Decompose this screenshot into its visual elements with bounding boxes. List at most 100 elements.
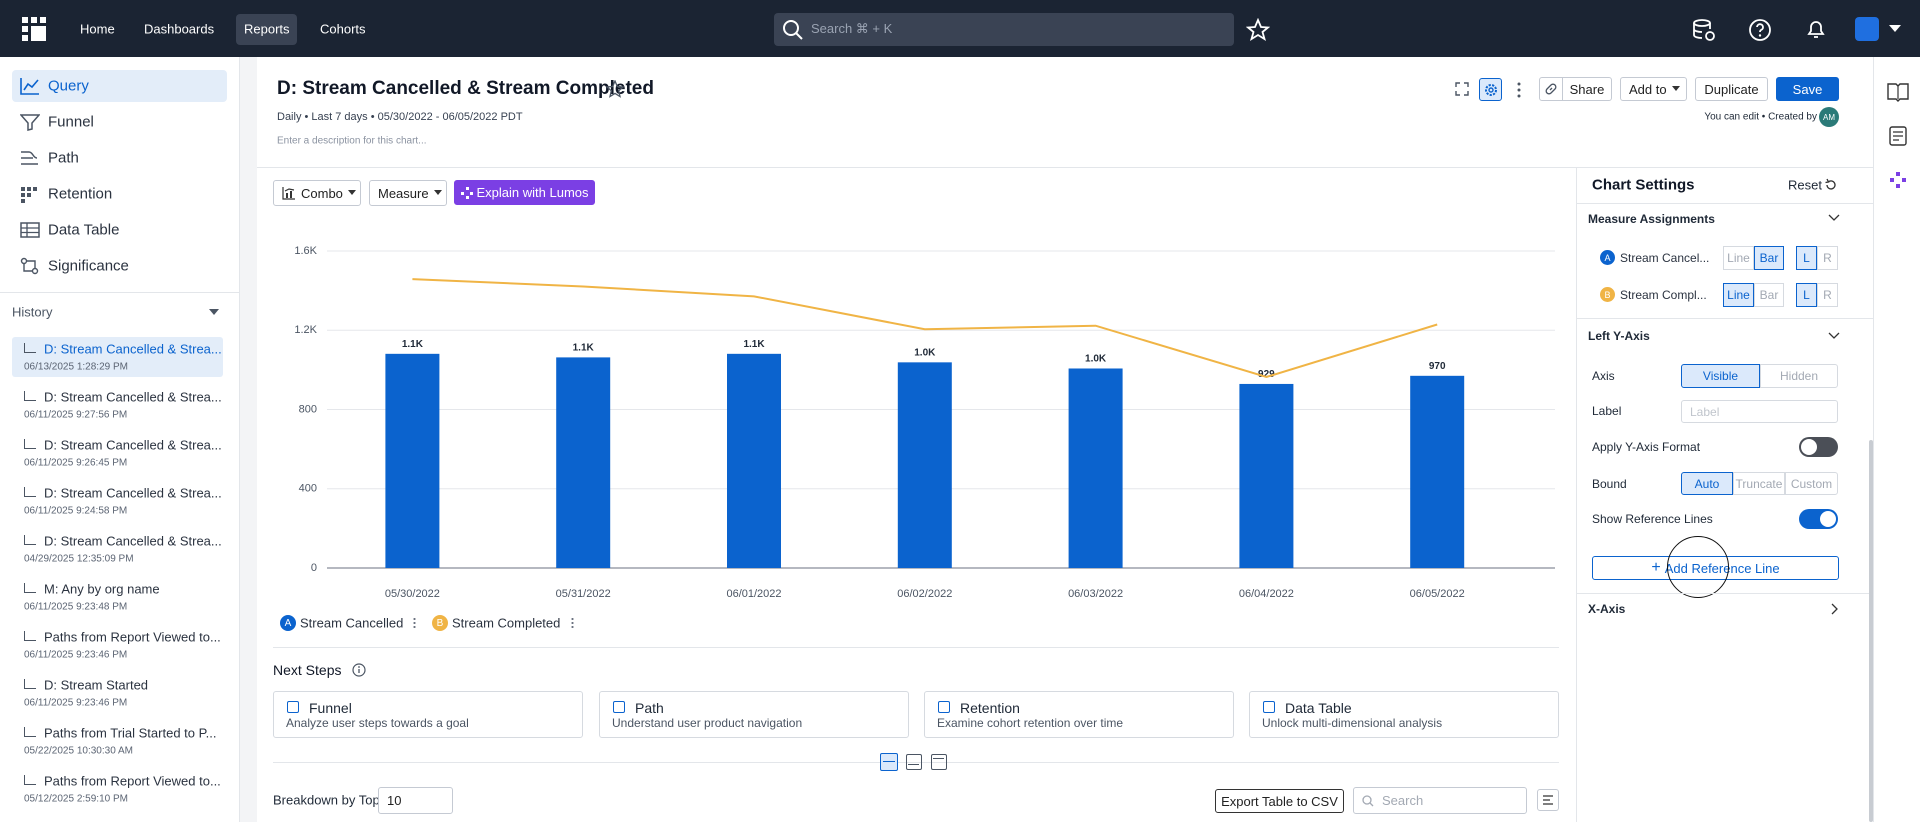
history-title[interactable]: Paths from Report Viewed to... (44, 629, 221, 645)
history-icon (24, 727, 36, 737)
next-step-card[interactable] (599, 691, 909, 738)
copy-link-button[interactable] (1539, 77, 1563, 101)
history-date: 06/11/2025 9:26:45 PM (24, 457, 128, 469)
section-title[interactable]: X-Axis (1588, 602, 1626, 616)
tool-item[interactable]: Query (48, 77, 89, 95)
y-tick-label: 800 (299, 403, 317, 415)
history-title[interactable]: D: Stream Cancelled & Strea... (44, 437, 222, 453)
reference-toggle[interactable] (1799, 509, 1838, 529)
chart-type-option[interactable]: Bar (1754, 283, 1784, 307)
tool-item[interactable]: Retention (48, 185, 113, 203)
next-step-card[interactable] (1249, 691, 1559, 738)
tool-item[interactable]: Significance (48, 257, 129, 275)
chart-type-dropdown[interactable]: Combo (273, 180, 361, 206)
axis-side-option[interactable]: L (1796, 246, 1817, 270)
nav-item[interactable]: Reports (244, 21, 290, 37)
creator-avatar[interactable]: AM (1819, 107, 1839, 127)
legend-menu[interactable] (571, 617, 574, 629)
card-title: Path (635, 700, 664, 716)
workspace-caret[interactable] (1888, 24, 1902, 34)
bound-custom[interactable]: Custom (1785, 472, 1838, 495)
funnel-icon (20, 114, 40, 131)
tool-item[interactable]: Path (48, 149, 79, 167)
label-input[interactable]: Label (1681, 400, 1838, 423)
history-title[interactable]: Paths from Report Viewed to... (44, 773, 221, 789)
chevron-right[interactable] (1831, 603, 1839, 615)
legend-label[interactable]: Stream Cancelled (300, 615, 404, 631)
axis-visible[interactable]: Visible (1681, 364, 1760, 388)
lumos-icon[interactable] (1889, 171, 1907, 189)
favorite-icon[interactable] (1246, 18, 1270, 42)
measure-badge: A (1600, 250, 1615, 265)
search-icon (1362, 795, 1374, 807)
columns-button[interactable] (1537, 789, 1559, 811)
axis-side-option[interactable]: L (1796, 283, 1817, 307)
notes-icon[interactable] (1889, 126, 1907, 146)
tool-item[interactable]: Funnel (48, 113, 94, 131)
legend-menu[interactable] (413, 617, 416, 629)
history-caret[interactable] (208, 308, 220, 316)
chevron-down[interactable] (1828, 214, 1840, 222)
legend-badge: B (432, 615, 448, 631)
scrollbar[interactable] (1869, 440, 1873, 822)
bar-value-label: 1.0K (1085, 353, 1107, 364)
layout-table-button[interactable] (931, 754, 947, 770)
layout-icon (883, 761, 895, 762)
layout-split-button[interactable] (880, 753, 898, 771)
fullscreen-icon[interactable] (1455, 82, 1469, 96)
reset-button[interactable]: Reset (1788, 177, 1822, 193)
chevron-down[interactable] (1828, 332, 1840, 340)
axis-hidden[interactable]: Hidden (1760, 364, 1838, 388)
table-search[interactable]: Search (1353, 787, 1527, 814)
docs-icon[interactable] (1887, 82, 1909, 102)
bound-auto[interactable]: Auto (1681, 472, 1733, 495)
nav-item[interactable]: Cohorts (320, 21, 366, 37)
help-icon[interactable] (1748, 18, 1772, 42)
bar-value-label: 1.1K (402, 339, 424, 350)
section-title[interactable]: Left Y-Axis (1588, 329, 1650, 343)
section-title[interactable]: Measure Assignments (1588, 212, 1715, 226)
nav-item[interactable]: Home (80, 21, 115, 37)
history-title[interactable]: M: Any by org name (44, 581, 160, 597)
explain-button[interactable]: Explain with Lumos (454, 180, 595, 205)
history-active-bg (12, 337, 223, 377)
export-button[interactable]: Export Table to CSV (1215, 789, 1344, 813)
report-favorite[interactable] (606, 80, 624, 98)
duplicate-button[interactable]: Duplicate (1695, 77, 1768, 101)
more-icon[interactable] (1516, 81, 1522, 99)
search-box[interactable]: Search ⌘ + K (774, 13, 1234, 46)
report-description[interactable]: Enter a description for this chart... (277, 135, 427, 147)
chart-type-option[interactable]: Line (1723, 283, 1754, 307)
next-step-card[interactable] (273, 691, 583, 738)
app-logo[interactable] (22, 17, 46, 41)
tool-item[interactable]: Data Table (48, 221, 120, 239)
legend-label[interactable]: Stream Completed (452, 615, 561, 631)
reset-icon[interactable] (1824, 178, 1838, 192)
next-step-card[interactable] (924, 691, 1234, 738)
share-button[interactable]: Share (1562, 77, 1612, 101)
settings-toggle[interactable] (1479, 78, 1502, 101)
axis-side-option[interactable]: R (1817, 246, 1838, 270)
info-icon[interactable] (352, 663, 366, 677)
history-title[interactable]: D: Stream Cancelled & Strea... (44, 389, 222, 405)
bound-truncate[interactable]: Truncate (1733, 472, 1785, 495)
history-title[interactable]: D: Stream Started (44, 677, 149, 693)
workspace-icon[interactable] (1855, 17, 1879, 41)
history-title[interactable]: D: Stream Cancelled & Strea... (44, 341, 222, 357)
notifications-icon[interactable] (1804, 17, 1828, 41)
save-button[interactable]: Save (1776, 77, 1839, 101)
chart-type-option[interactable]: Line (1723, 246, 1754, 270)
chart-type-option[interactable]: Bar (1754, 246, 1784, 270)
measure-dropdown[interactable]: Measure (369, 180, 447, 206)
history-title[interactable]: D: Stream Cancelled & Strea... (44, 533, 222, 549)
layout-chart-button[interactable] (906, 754, 922, 770)
history-title[interactable]: Paths from Trial Started to P... (44, 725, 217, 741)
axis-side-option[interactable]: R (1817, 283, 1838, 307)
nav-item[interactable]: Dashboards (144, 21, 215, 37)
data-icon[interactable] (1692, 18, 1716, 42)
breakdown-input[interactable]: 10 (378, 787, 453, 814)
format-toggle[interactable] (1799, 437, 1838, 457)
history-date: 06/11/2025 9:23:46 PM (24, 649, 128, 661)
add-to-button[interactable]: Add to (1620, 77, 1687, 101)
history-title[interactable]: D: Stream Cancelled & Strea... (44, 485, 222, 501)
